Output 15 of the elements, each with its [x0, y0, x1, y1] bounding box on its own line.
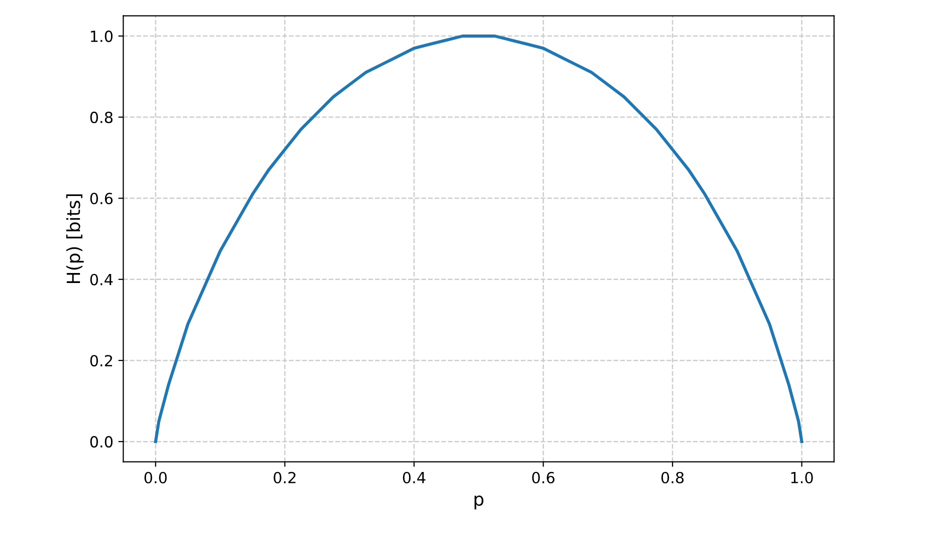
x-tick-label: 0.6 — [532, 472, 554, 484]
x-tick-label: 0.8 — [661, 472, 684, 484]
x-tick-label: 1.0 — [791, 472, 813, 484]
y-tick-label: 0.2 — [90, 354, 112, 366]
y-tick-label: 1.0 — [90, 30, 113, 42]
x-tick-label: 0.2 — [274, 472, 296, 484]
y-tick-label: 0.4 — [90, 274, 113, 286]
line-series — [154, 34, 804, 444]
y-tick-label: 0.0 — [90, 436, 113, 448]
y-tick-label: 0.6 — [90, 192, 113, 204]
x-tick-label: 0.4 — [402, 472, 426, 484]
x-tick-label: 0.0 — [144, 472, 167, 484]
y-axis-title: H(p) [bits] — [66, 194, 84, 284]
y-tick-label: 0.8 — [90, 112, 113, 124]
x-axis-title: p — [474, 496, 484, 510]
